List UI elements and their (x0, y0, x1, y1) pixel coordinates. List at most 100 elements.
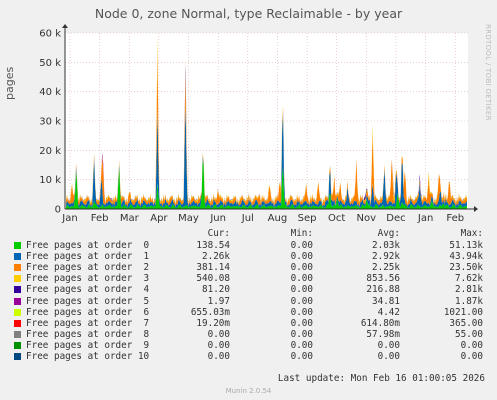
x-tick-label: Mar (120, 213, 140, 224)
legend-cur: 540.08 (196, 273, 230, 285)
rrdtool-watermark: RRDTOOL / TOBI OETIKER (484, 24, 492, 121)
legend-max: 23.50k (449, 262, 483, 274)
x-tick-label: Aug (268, 213, 288, 224)
legend-series-name: Free pages at order 0 (26, 240, 150, 251)
legend-avg: 57.98m (366, 328, 400, 340)
legend-series-name: Free pages at order 7 (26, 317, 150, 329)
legend-min: 0.00 (290, 284, 313, 296)
legend-max: 7.62k (455, 273, 483, 285)
legend-header-min: Min: (290, 228, 313, 239)
legend-avg: 2.03k (372, 240, 400, 251)
legend-series-name: Free pages at order 1 (26, 251, 150, 263)
last-update: Last update: Mon Feb 16 01:00:05 2026 (277, 373, 485, 384)
legend-series-name: Free pages at order 8 (26, 328, 150, 340)
legend-min: 0.00 (290, 306, 313, 318)
legend-swatch (14, 297, 21, 305)
x-tick-label: Sep (298, 213, 317, 224)
legend-min: 0.00 (290, 317, 313, 329)
legend-avg: 2.92k (372, 251, 400, 263)
legend-max: 0.00 (460, 351, 483, 362)
y-tick-labels: 0 10 k 20 k 30 k 40 k 50 k 60 k (39, 29, 61, 216)
legend-cur: 19.20m (196, 317, 230, 329)
legend-swatch (14, 275, 21, 283)
legend-cur: 2.26k (202, 251, 230, 263)
y-tick-label: 50 k (39, 58, 61, 69)
legend-cur: 0.00 (207, 339, 230, 351)
legend-max: 2.81k (455, 284, 483, 296)
legend-avg: 2.25k (372, 262, 400, 274)
legend-series-name: Free pages at order 10 (26, 351, 150, 362)
legend-cur: 81.20 (202, 284, 230, 296)
legend-min: 0.00 (290, 251, 313, 263)
x-tick-label: May (178, 213, 199, 224)
legend-min: 0.00 (290, 351, 313, 362)
legend-cur: 138.54 (196, 240, 230, 251)
y-tick-label: 10 k (39, 175, 61, 186)
legend-series-name: Free pages at order 9 (26, 339, 150, 351)
y-tick-label: 40 k (39, 87, 61, 98)
x-tick-label: Feb (446, 213, 464, 224)
x-tick-label: Apr (150, 213, 168, 224)
legend-max: 55.00 (455, 328, 483, 340)
y-tick-label: 20 k (39, 146, 61, 157)
legend-avg: 4.42 (377, 306, 400, 318)
legend-max: 0.00 (460, 339, 483, 351)
legend-header-cur: Cur: (207, 228, 230, 239)
x-tick-label: Feb (91, 213, 109, 224)
legend-swatch (14, 308, 21, 316)
legend-swatch (14, 353, 21, 360)
x-tick-labels: Jan Feb Mar Apr May Jun Jul Aug Sep Oct Nov Dec Jan F… (61, 213, 464, 224)
y-tick-label: 0 (55, 205, 61, 216)
x-tick-label: Jan (61, 213, 77, 224)
y-tick-label: 30 k (39, 117, 61, 128)
y-axis-arrow (62, 24, 68, 28)
legend-header-avg: Avg: (377, 228, 400, 239)
y-tick-label: 60 k (39, 29, 61, 40)
legend-cur: 0.00 (207, 351, 230, 362)
x-axis-arrow (474, 206, 478, 212)
x-tick-label: Jul (241, 213, 254, 224)
legend-series-name: Free pages at order 4 (26, 284, 150, 296)
x-tick-label: Jan (417, 213, 433, 224)
legend-max: 51.13k (449, 240, 483, 251)
x-tick-label: Nov (357, 213, 377, 224)
legend-cur: 381.14 (196, 262, 230, 274)
x-tick-label: Dec (386, 213, 405, 224)
legend-swatch (14, 253, 21, 261)
legend-min: 0.00 (290, 328, 313, 340)
munin-version: Munin 2.0.54 (225, 387, 272, 395)
legend-header-max: Max: (460, 228, 483, 239)
x-tick-label: Oct (328, 213, 345, 224)
legend-avg: 853.56 (366, 273, 400, 285)
legend-series-name: Free pages at order 5 (26, 295, 150, 307)
chart-grid (65, 32, 468, 209)
legend-series-name: Free pages at order 3 (26, 273, 150, 285)
legend-min: 0.00 (290, 262, 313, 274)
legend-swatch (14, 330, 21, 338)
legend-max: 1021.00 (443, 306, 483, 318)
legend-avg: 614.80m (360, 317, 400, 329)
legend-avg: 0.00 (377, 351, 400, 362)
legend-cur: 0.00 (207, 328, 230, 340)
legend-avg: 34.81 (372, 295, 400, 307)
legend-cur: 655.03m (190, 306, 230, 318)
legend-max: 365.00 (449, 317, 483, 329)
legend-max: 1.87k (455, 295, 483, 307)
legend-series-name: Free pages at order 6 (26, 306, 150, 318)
x-tick-label: Jun (209, 213, 226, 224)
legend-min: 0.00 (290, 273, 313, 285)
legend-swatch (14, 319, 21, 327)
legend-min: 0.00 (290, 339, 313, 351)
legend-cur: 1.97 (207, 295, 230, 307)
legend-series-name: Free pages at order 2 (26, 262, 150, 274)
legend-swatch (14, 341, 21, 349)
chart-axes (62, 24, 478, 212)
legend-avg: 0.00 (377, 339, 400, 351)
legend-swatch (14, 264, 21, 272)
legend-swatch (14, 286, 21, 294)
legend-min: 0.00 (290, 240, 313, 251)
legend-min: 0.00 (290, 295, 313, 307)
legend-swatch (14, 242, 21, 249)
